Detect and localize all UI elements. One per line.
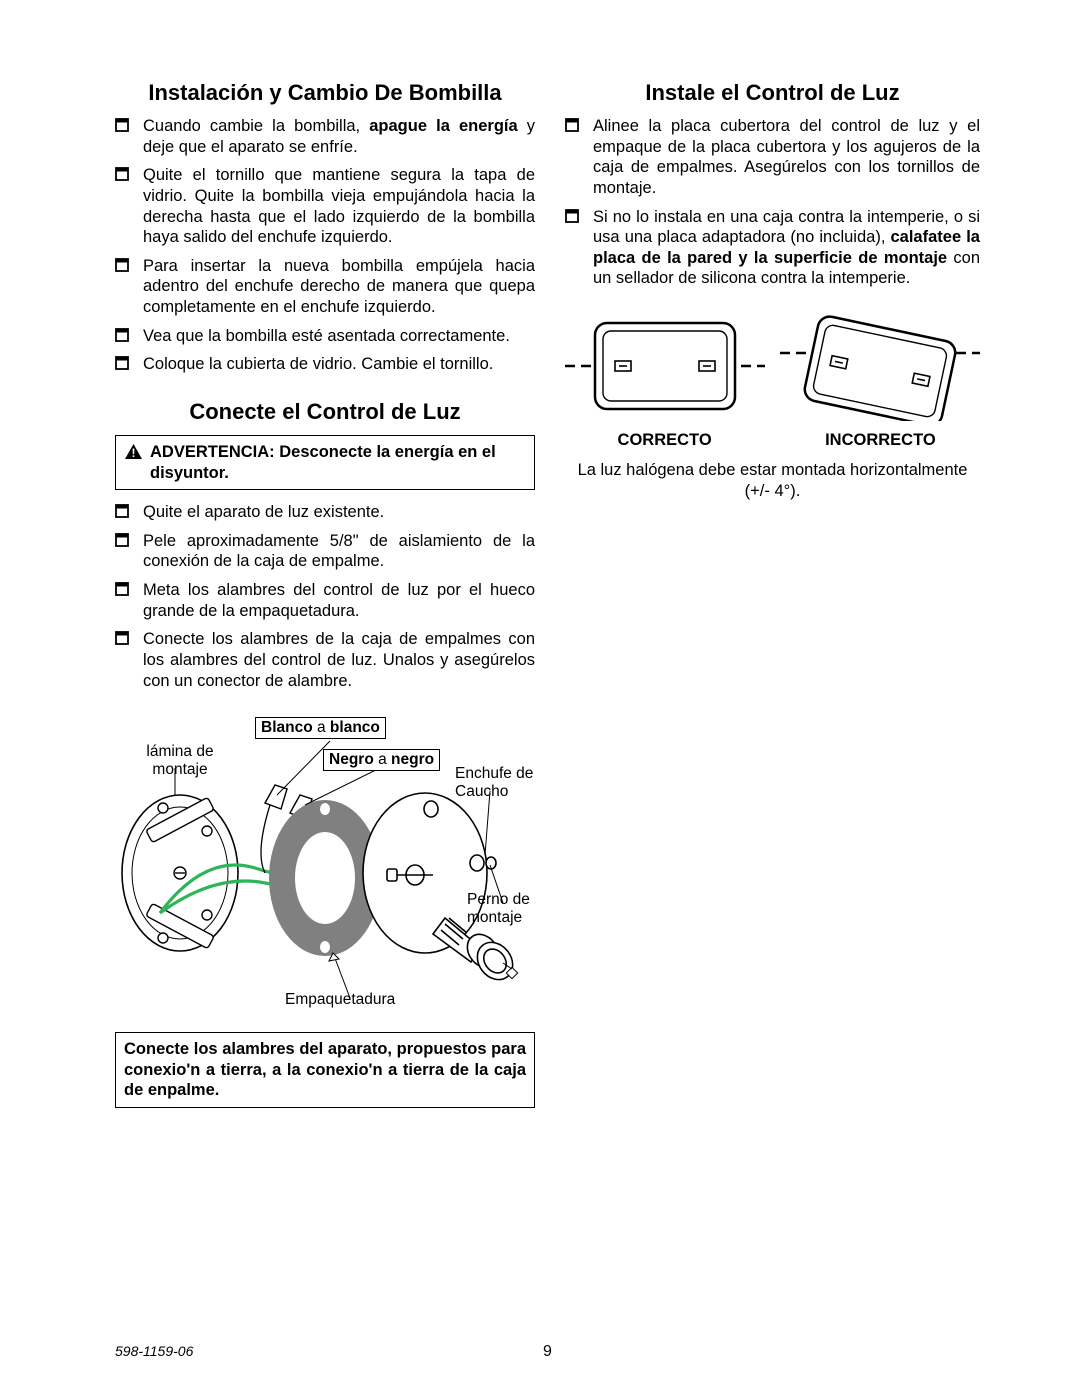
bullet-item: Meta los alambres del control de luz por… [115, 580, 535, 621]
section1-title: Instalación y Cambio De Bombilla [115, 80, 535, 106]
incorrect-label: INCORRECTO [825, 431, 936, 450]
bullet-item: Alinee la placa cubertora del control de… [565, 116, 980, 199]
orientation-note: La luz halógena debe estar montada horiz… [565, 460, 980, 501]
fig-label-enchufe: Enchufe de Caucho [455, 765, 535, 801]
warning-text: ADVERTENCIA: Desconecte la energía en el… [150, 442, 526, 483]
correct-diagram [565, 311, 765, 421]
wiring-diagram-svg: lámina de montaje Enchufe de Caucho Pern… [115, 713, 535, 1023]
section2-title: Conecte el Control de Luz [115, 399, 535, 425]
bullet-item: Vea que la bombilla esté asentada correc… [115, 326, 535, 347]
svg-text:!: ! [132, 446, 136, 460]
bullet-text: Conecte los alambres de la caja de empal… [143, 629, 535, 691]
checkbox-icon [115, 504, 133, 519]
checkbox-icon [115, 582, 133, 597]
wiring-figure: lámina de montaje Enchufe de Caucho Pern… [115, 713, 535, 1108]
bullet-text: Cuando cambie la bombilla, apague la ene… [143, 116, 535, 157]
bullet-item: Conecte los alambres de la caja de empal… [115, 629, 535, 691]
fig-label-negro: Negro a negro [323, 749, 440, 771]
bullet-item: Pele aproximadamente 5/8" de aislamiento… [115, 531, 535, 572]
bullet-item: Cuando cambie la bombilla, apague la ene… [115, 116, 535, 157]
bullet-text: Vea que la bombilla esté asentada correc… [143, 326, 535, 347]
bullet-item: Coloque la cubierta de vidrio. Cambie el… [115, 354, 535, 375]
checkbox-icon [115, 258, 133, 273]
checkbox-icon [115, 167, 133, 182]
correct-cell: CORRECTO [565, 311, 764, 450]
warning-icon: ! [124, 443, 144, 466]
bullet-item: Si no lo instala en una caja contra la i… [565, 207, 980, 290]
bullet-text: Meta los alambres del control de luz por… [143, 580, 535, 621]
bullet-text: Para insertar la nueva bombilla empújela… [143, 256, 535, 318]
bullet-text: Si no lo instala en una caja contra la i… [593, 207, 980, 290]
bullet-text: Pele aproximadamente 5/8" de aislamiento… [143, 531, 535, 572]
fig-label-perno: Perno de montaje [467, 891, 535, 927]
bullet-text: Alinee la placa cubertora del control de… [593, 116, 980, 199]
section3-title: Instale el Control de Luz [565, 80, 980, 106]
left-column: Instalación y Cambio De Bombilla Cuando … [115, 80, 535, 1108]
page-number: 9 [543, 1343, 552, 1361]
bullet-item: Para insertar la nueva bombilla empújela… [115, 256, 535, 318]
fig-label-lamina: lámina de montaje [135, 743, 225, 779]
checkbox-icon [115, 533, 133, 548]
bullet-text: Quite el aparato de luz existente. [143, 502, 535, 523]
bullet-text: Coloque la cubierta de vidrio. Cambie el… [143, 354, 535, 375]
correct-label: CORRECTO [618, 431, 712, 450]
checkbox-icon [115, 118, 133, 133]
warning-box: ! ADVERTENCIA: Desconecte la energía en … [115, 435, 535, 490]
checkbox-icon [115, 328, 133, 343]
incorrect-cell: INCORRECTO [781, 311, 980, 450]
bullet-item: Quite el aparato de luz existente. [115, 502, 535, 523]
page-columns: Instalación y Cambio De Bombilla Cuando … [115, 80, 980, 1108]
checkbox-icon [115, 356, 133, 371]
bullet-text: Quite el tornillo que mantiene segura la… [143, 165, 535, 248]
fig-label-blanco: Blanco a blanco [255, 717, 386, 739]
bullet-item: Quite el tornillo que mantiene segura la… [115, 165, 535, 248]
checkbox-icon [565, 209, 583, 224]
right-column: Instale el Control de Luz Alinee la plac… [565, 80, 980, 1108]
checkbox-icon [565, 118, 583, 133]
doc-number: 598-1159-06 [115, 1343, 193, 1359]
page-footer: 598-1159-06 9 [115, 1343, 980, 1359]
fig-label-empaq: Empaquetadura [285, 991, 415, 1009]
checkbox-icon [115, 631, 133, 646]
incorrect-diagram [780, 311, 980, 421]
orientation-illustrations: CORRECTO INCOR [565, 311, 980, 450]
fig-caption: Conecte los alambres del aparato, propue… [115, 1032, 535, 1108]
